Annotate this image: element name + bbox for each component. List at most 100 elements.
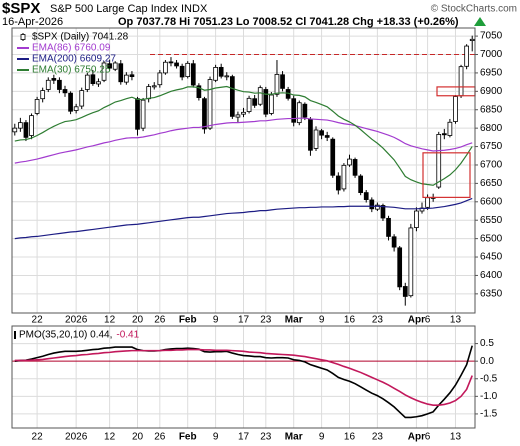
candle-body bbox=[241, 111, 246, 115]
y-tick-label: 6950 bbox=[480, 68, 503, 79]
x-tick-label: 23 bbox=[260, 432, 272, 443]
candle-body bbox=[358, 175, 363, 193]
y-tick-label: 0.0 bbox=[480, 356, 494, 367]
candle-body bbox=[447, 121, 453, 136]
candle-body bbox=[12, 127, 18, 133]
y-tick-label: 6750 bbox=[480, 141, 503, 152]
x-tick-label: 23 bbox=[260, 315, 272, 326]
legend-label: EMA(30) 6750.25 bbox=[32, 65, 111, 76]
legend-label: $SPX (Daily) 7041.28 bbox=[32, 32, 129, 43]
candle-body bbox=[441, 133, 447, 136]
y-tick-label: 6650 bbox=[480, 178, 503, 189]
source: © StockCharts.com bbox=[431, 4, 517, 15]
candle-body bbox=[202, 98, 207, 130]
y-tick-label: 6400 bbox=[480, 270, 503, 281]
candle-body bbox=[469, 38, 475, 42]
candle-body bbox=[257, 87, 263, 105]
candle-body bbox=[246, 97, 252, 112]
candle-body bbox=[45, 79, 51, 90]
candle-body bbox=[363, 192, 369, 200]
candle-body bbox=[229, 76, 235, 117]
x-tick-label: 20 bbox=[132, 432, 144, 443]
candle-body bbox=[73, 106, 79, 111]
exchange: INDX bbox=[181, 3, 208, 15]
x-tick-label: Apr bbox=[408, 315, 425, 326]
x-tick-label: 23 bbox=[372, 432, 384, 443]
candle-body bbox=[146, 86, 152, 100]
candle-body bbox=[23, 122, 29, 138]
legend-label: EMA(86) 6760.09 bbox=[32, 43, 111, 54]
candle-body bbox=[252, 98, 258, 106]
candle-body bbox=[185, 62, 191, 78]
candle-body bbox=[274, 73, 280, 95]
up-arrow bbox=[474, 17, 486, 26]
candle-body bbox=[391, 236, 397, 248]
x-tick-label: 9 bbox=[213, 432, 219, 443]
x-tick-label: 2026 bbox=[65, 432, 88, 443]
x-tick-label: 23 bbox=[372, 315, 384, 326]
x-tick-label: 16 bbox=[344, 432, 356, 443]
candle-body bbox=[291, 98, 297, 123]
candle-body bbox=[79, 90, 85, 107]
y-tick-label: 6600 bbox=[480, 196, 503, 207]
candle-body bbox=[347, 158, 352, 166]
symbol: $SPX bbox=[2, 0, 40, 17]
y-tick-label: -0.5 bbox=[480, 373, 498, 384]
candle-body bbox=[408, 227, 414, 297]
candle-body bbox=[313, 129, 319, 149]
plot-frame bbox=[11, 27, 476, 314]
candle-body bbox=[18, 122, 23, 129]
index-name: S&P 500 Large Cap Index bbox=[50, 3, 178, 15]
y-tick-label: 6700 bbox=[480, 160, 503, 171]
y-tick-label: 6800 bbox=[480, 123, 503, 134]
y-tick-label: 7050 bbox=[480, 31, 503, 42]
candle-body bbox=[319, 130, 324, 136]
candle-body bbox=[375, 204, 380, 210]
x-tick-label: 16 bbox=[344, 315, 356, 326]
candle-body bbox=[196, 85, 202, 98]
x-tick-label: Feb bbox=[179, 432, 197, 443]
candle-body bbox=[308, 118, 313, 151]
series-line bbox=[14, 348, 473, 406]
candle-body bbox=[51, 78, 57, 81]
x-tick-label: 26 bbox=[154, 432, 166, 443]
candle-body bbox=[163, 61, 168, 74]
x-tick-label: Mar bbox=[285, 315, 303, 326]
candle-body bbox=[425, 197, 430, 208]
candle-body bbox=[352, 159, 358, 176]
date: 16-Apr-2026 bbox=[2, 16, 63, 28]
candle-body bbox=[380, 205, 386, 219]
legend-label: -0.41 bbox=[116, 330, 139, 341]
candle-body bbox=[190, 63, 196, 86]
series-line bbox=[14, 345, 473, 419]
x-tick-label: 6 bbox=[425, 315, 431, 326]
x-tick-label: 17 bbox=[238, 315, 250, 326]
y-tick-label: 6850 bbox=[480, 104, 503, 115]
candle-body bbox=[213, 66, 218, 81]
candle-body bbox=[96, 81, 101, 85]
candle-body bbox=[68, 92, 73, 112]
y-tick-label: -1.5 bbox=[480, 409, 498, 420]
candle-body bbox=[453, 96, 458, 122]
candle-body bbox=[135, 98, 140, 130]
candle-body bbox=[335, 175, 341, 191]
candle-body bbox=[174, 62, 179, 67]
x-tick-label: 13 bbox=[450, 432, 462, 443]
candle-body bbox=[402, 286, 408, 297]
x-tick-label: Mar bbox=[285, 432, 303, 443]
candle-body bbox=[296, 102, 302, 124]
candle-body bbox=[386, 217, 391, 237]
y-tick-label: 6900 bbox=[480, 86, 503, 97]
x-tick-label: 9 bbox=[213, 315, 219, 326]
candle-body bbox=[218, 66, 224, 77]
candle-body bbox=[207, 79, 213, 129]
candle-body bbox=[397, 247, 403, 288]
candle-body bbox=[124, 74, 129, 83]
candle-body bbox=[269, 94, 274, 114]
candle-body bbox=[34, 99, 40, 114]
candle-body bbox=[168, 61, 174, 64]
candle-body bbox=[151, 85, 157, 88]
candle-body bbox=[263, 89, 269, 115]
series-line bbox=[14, 117, 473, 164]
